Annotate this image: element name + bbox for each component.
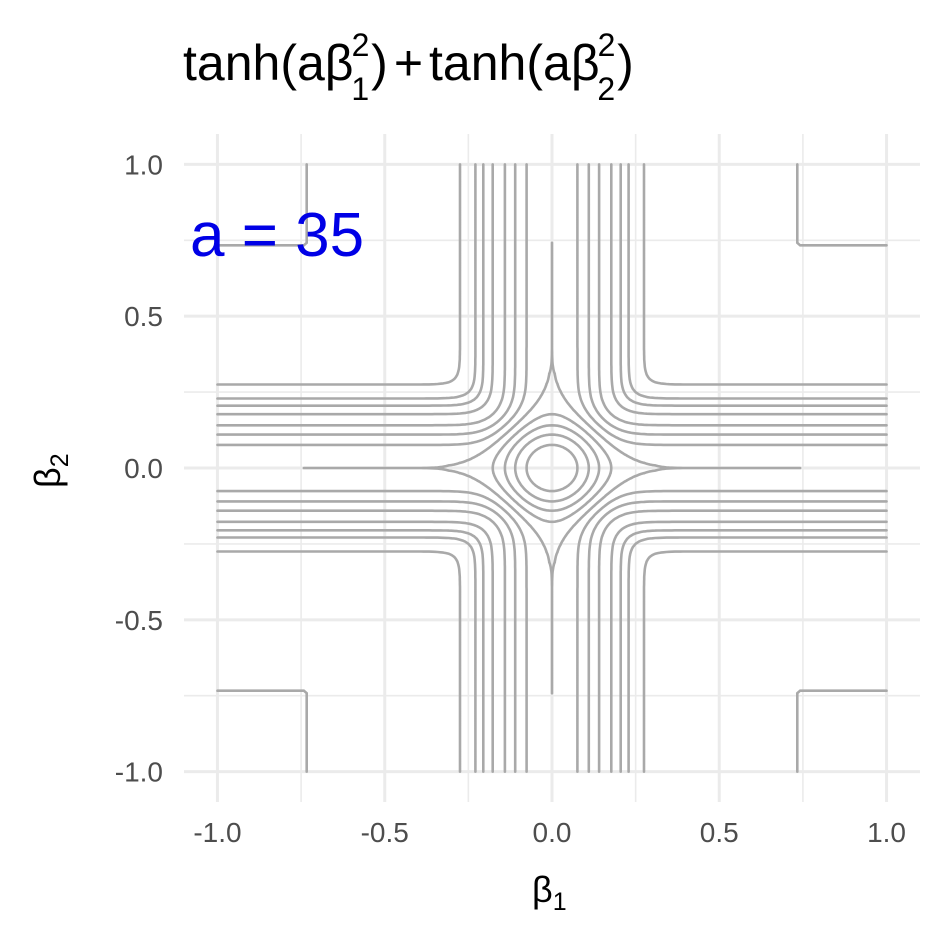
y-tick-label: 0.0 [124, 453, 163, 484]
contour-line [216, 163, 888, 773]
contour-line [503, 424, 601, 512]
contour-line [216, 163, 888, 773]
x-tick-label: -1.0 [193, 817, 241, 848]
x-tick-label: -0.5 [361, 817, 409, 848]
chart-title: tanh(aβ2 1) + tanh(aβ2 2) [183, 27, 634, 107]
contour-line [216, 163, 888, 773]
x-tick-label: 0.0 [533, 817, 572, 848]
contour-line [302, 241, 802, 695]
y-tick-label: -1.0 [115, 757, 163, 788]
contour-line [491, 412, 613, 524]
x-tick-labels: -1.0 -0.5 0.0 0.5 1.0 [193, 817, 906, 848]
contour-line [216, 163, 888, 773]
x-tick-label: 0.5 [700, 817, 739, 848]
contour-lines [216, 163, 888, 773]
contour-line [525, 443, 579, 493]
contour-line [216, 163, 888, 773]
y-tick-label: -0.5 [115, 605, 163, 636]
contour-line [216, 163, 888, 773]
contour-line [216, 163, 888, 773]
y-tick-label: 1.0 [124, 149, 163, 180]
y-tick-labels: -1.0 -0.5 0.0 0.5 1.0 [115, 149, 163, 787]
x-tick-label: 1.0 [867, 817, 906, 848]
contour-line [513, 433, 591, 503]
parameter-annotation: a = 35 [190, 201, 364, 270]
y-axis-title: β2 [27, 453, 74, 488]
y-tick-label: 0.5 [124, 301, 163, 332]
x-axis-title: β1 [532, 869, 567, 916]
contour-line [216, 163, 888, 773]
